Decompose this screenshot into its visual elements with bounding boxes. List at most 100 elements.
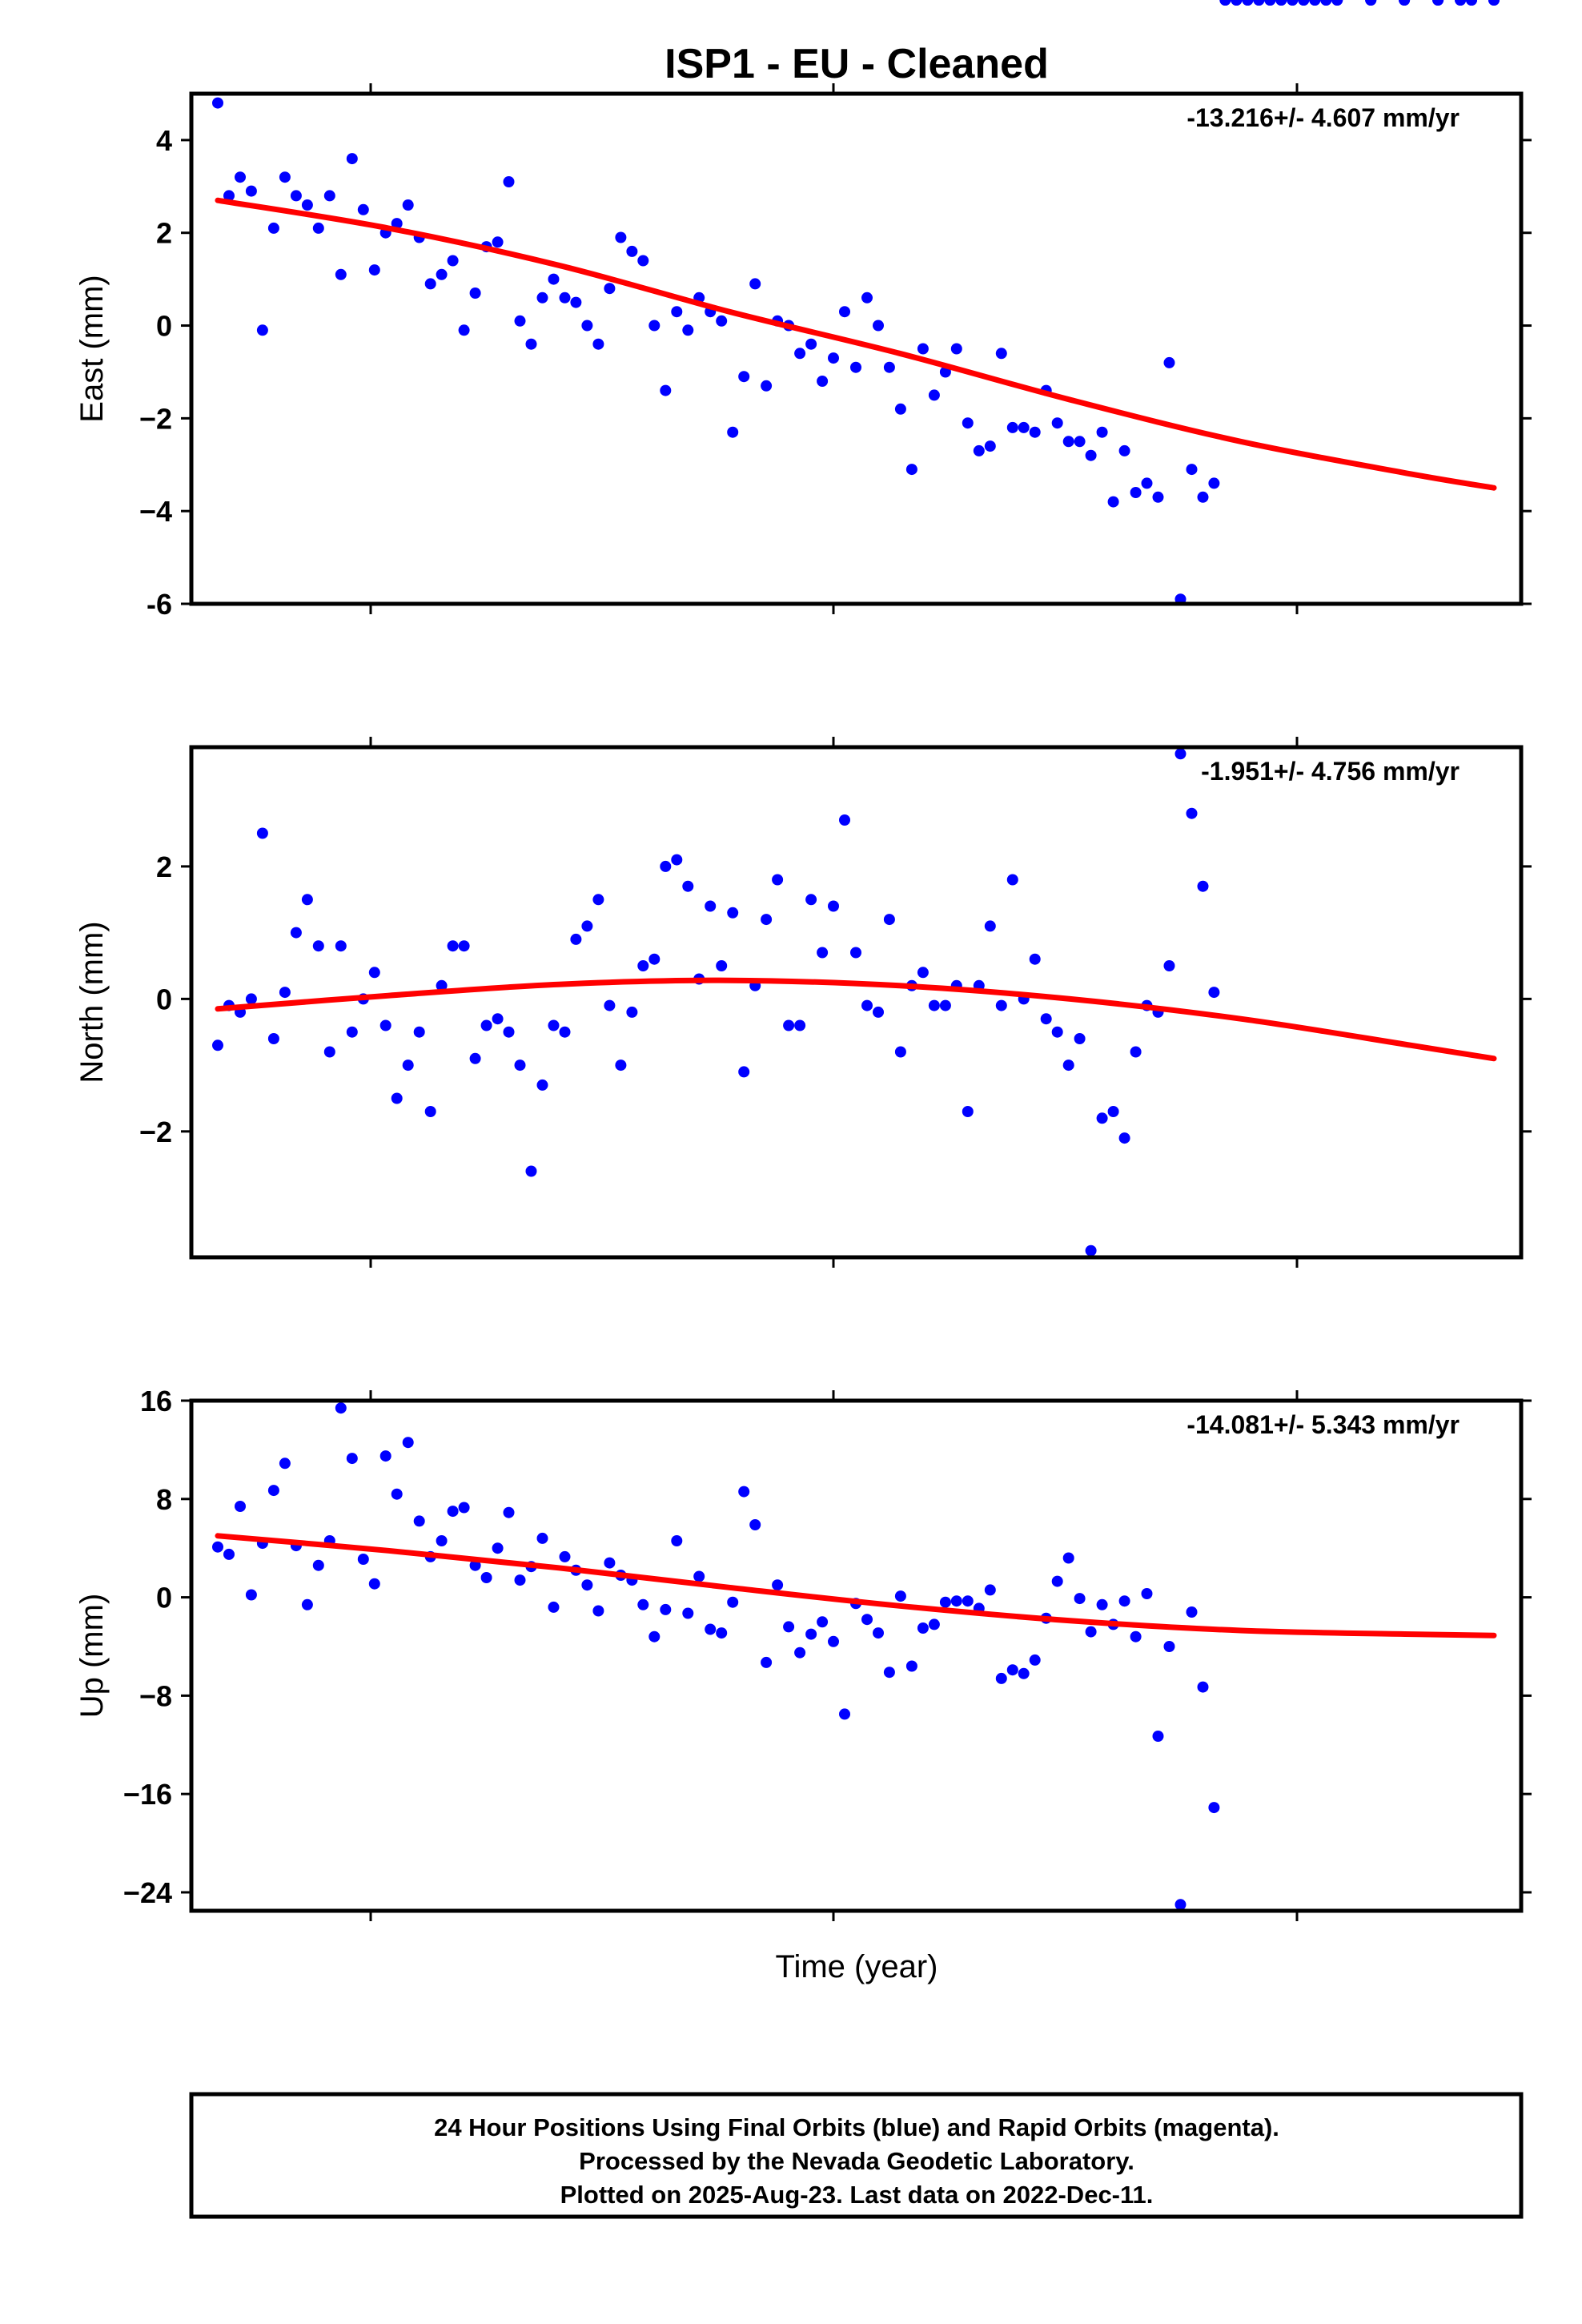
data-point <box>1488 0 1500 6</box>
data-point <box>235 1501 246 1512</box>
data-point <box>682 1607 694 1619</box>
data-point <box>1074 1033 1086 1044</box>
data-point <box>984 1584 996 1596</box>
data-point <box>1130 1630 1142 1642</box>
data-point <box>335 1402 347 1414</box>
data-point <box>469 1559 481 1571</box>
data-point <box>828 900 839 912</box>
data-point <box>805 1628 817 1640</box>
data-point <box>805 338 817 350</box>
data-point <box>212 97 223 109</box>
data-point <box>604 283 616 295</box>
data-point <box>1074 1593 1086 1605</box>
data-point <box>783 1019 795 1031</box>
data-point <box>469 1052 481 1064</box>
data-point <box>1163 960 1175 971</box>
data-point <box>301 894 313 906</box>
data-point <box>514 315 526 327</box>
data-point <box>536 1079 548 1091</box>
data-point <box>939 999 951 1011</box>
data-point <box>1040 1013 1052 1025</box>
data-point <box>346 153 358 165</box>
data-point <box>962 1595 974 1607</box>
data-point <box>447 1506 459 1518</box>
data-point <box>1018 1667 1030 1679</box>
plot-area <box>191 1401 1521 1911</box>
data-point <box>738 371 750 383</box>
data-point <box>346 1453 358 1465</box>
data-point <box>682 324 694 336</box>
y-tick-label: 0 <box>156 310 172 343</box>
y-tick-label: 8 <box>156 1483 172 1516</box>
velocity-rate-label: -1.951+/- 4.756 mm/yr <box>1201 757 1460 786</box>
data-point <box>1130 1046 1142 1058</box>
footer-line-orbits: 24 Hour Positions Using Final Orbits (bl… <box>434 2113 1279 2141</box>
x-axis-label: Time (year) <box>776 1949 938 1984</box>
data-point <box>1029 1654 1041 1666</box>
data-point <box>1287 0 1299 6</box>
data-point <box>357 1554 369 1565</box>
data-point <box>548 1019 560 1031</box>
data-point <box>256 324 268 336</box>
data-point <box>761 914 773 926</box>
data-point <box>671 306 683 318</box>
data-point <box>805 894 817 906</box>
data-point <box>290 190 302 202</box>
data-point <box>592 338 604 350</box>
data-point <box>245 993 257 1005</box>
data-point <box>1432 0 1444 6</box>
data-point <box>592 1605 604 1617</box>
y-tick-label: 2 <box>156 850 172 883</box>
data-point <box>984 920 996 932</box>
data-point <box>894 403 906 415</box>
y-axis-label: East (mm) <box>74 275 110 422</box>
data-point <box>939 1596 951 1608</box>
data-point <box>570 296 582 308</box>
data-point <box>424 1106 436 1117</box>
data-point <box>559 1026 571 1038</box>
data-point <box>223 1548 235 1560</box>
data-point <box>671 854 683 866</box>
data-point <box>1096 426 1108 438</box>
data-point <box>245 185 257 197</box>
data-point <box>480 1019 492 1031</box>
data-point <box>245 1589 257 1601</box>
data-point <box>1130 487 1142 498</box>
data-point <box>312 940 324 952</box>
data-point <box>1141 1588 1153 1599</box>
figure-title: ISP1 - EU - Cleaned <box>665 41 1049 87</box>
data-point <box>615 231 627 243</box>
data-point <box>458 1502 470 1514</box>
panels: 4 2 0 −2 −4 -6 East (mm) -13.216+/- 4.607 mm/yr… <box>74 0 1532 1921</box>
data-point <box>637 255 649 267</box>
y-tick-label: 0 <box>156 1582 172 1614</box>
data-point <box>873 1006 884 1018</box>
data-point <box>402 1059 414 1072</box>
data-point <box>839 306 850 318</box>
data-point <box>962 417 974 429</box>
data-point <box>503 176 515 187</box>
trend-line <box>215 977 1497 1062</box>
data-point <box>413 1026 425 1038</box>
data-point <box>1085 449 1097 461</box>
data-point <box>783 1621 795 1633</box>
y-tick-label: −16 <box>123 1778 172 1811</box>
data-point <box>424 278 436 290</box>
data-point <box>469 287 481 299</box>
data-point <box>626 1006 638 1018</box>
data-point <box>1208 1802 1220 1814</box>
data-point <box>514 1059 526 1072</box>
data-point <box>604 1557 616 1569</box>
y-tick-label: 2 <box>156 217 172 250</box>
data-point <box>738 1066 750 1078</box>
data-point <box>1118 444 1130 456</box>
data-point <box>1062 1552 1074 1564</box>
data-point <box>648 1630 661 1642</box>
data-point <box>368 967 380 979</box>
data-point <box>1466 0 1477 6</box>
data-point <box>716 960 728 971</box>
data-point <box>525 1165 537 1177</box>
data-point <box>839 814 850 826</box>
data-point <box>436 268 448 280</box>
data-point <box>1118 1132 1130 1144</box>
